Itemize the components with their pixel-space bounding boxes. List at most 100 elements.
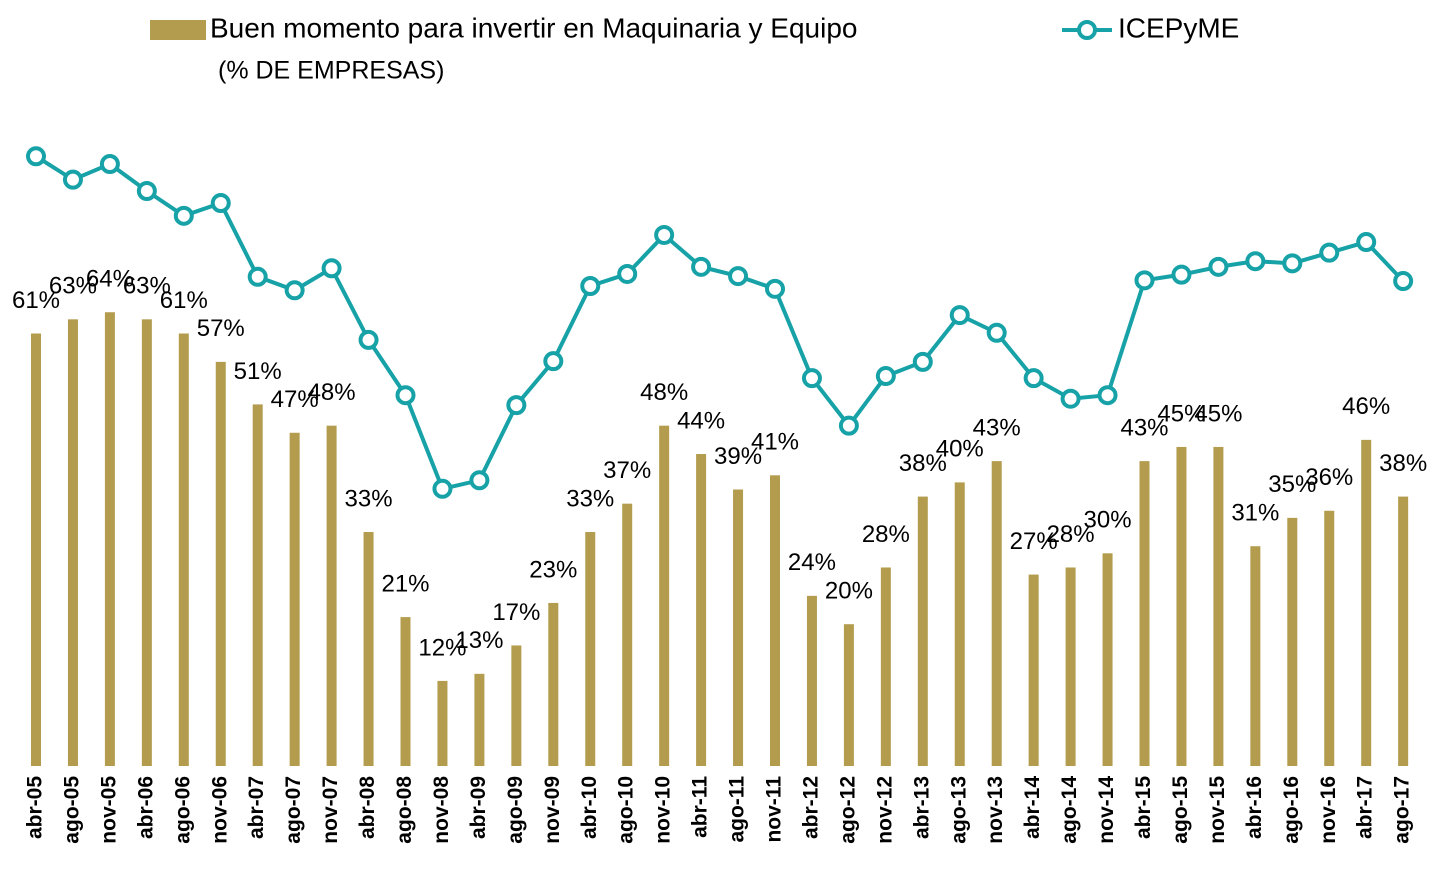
chart-subtitle: (% DE EMPRESAS) xyxy=(218,57,444,85)
data-label: 33% xyxy=(566,485,614,512)
bar xyxy=(511,645,522,766)
legend-label: ICEPyME xyxy=(1118,12,1239,43)
data-label: 13% xyxy=(455,627,503,654)
bar xyxy=(733,489,744,766)
x-tick-label: abr-07 xyxy=(245,776,268,839)
x-tick-label: ago-09 xyxy=(504,776,527,844)
data-label: 35% xyxy=(1268,471,1316,498)
x-tick-label: nov-09 xyxy=(541,776,564,844)
bar xyxy=(1176,446,1187,766)
bar xyxy=(696,454,707,766)
data-label: 40% xyxy=(936,436,984,463)
data-label: 31% xyxy=(1231,500,1279,527)
line-marker xyxy=(1023,368,1044,389)
line-marker xyxy=(506,395,527,416)
bar xyxy=(991,461,1002,766)
line-marker xyxy=(1282,253,1303,274)
bar xyxy=(1398,496,1409,766)
data-label: 20% xyxy=(825,578,873,605)
data-label: 28% xyxy=(1047,521,1095,548)
x-tick-label: abr-16 xyxy=(1243,776,1266,839)
data-label: 30% xyxy=(1084,507,1132,534)
x-tick-label: ago-17 xyxy=(1391,776,1414,844)
x-tick-label: nov-05 xyxy=(97,776,120,844)
x-tick-label: ago-11 xyxy=(726,776,749,843)
line-marker xyxy=(469,470,490,491)
bar xyxy=(363,532,374,766)
line-marker xyxy=(875,366,896,387)
data-label: 57% xyxy=(197,315,245,342)
line-marker xyxy=(358,329,379,350)
x-tick-label: ago-14 xyxy=(1058,776,1081,844)
bar xyxy=(474,673,485,766)
data-label: 45% xyxy=(1194,400,1242,427)
x-tick-label: abr-10 xyxy=(578,776,601,839)
bar xyxy=(252,404,263,766)
legend-swatch xyxy=(1077,20,1097,40)
data-label: 46% xyxy=(1342,393,1390,420)
bar xyxy=(1324,510,1335,766)
data-label: 27% xyxy=(1010,528,1058,555)
line-marker xyxy=(62,169,83,190)
line-marker xyxy=(728,266,749,287)
bar xyxy=(1028,574,1039,766)
bar xyxy=(770,475,780,766)
x-tick-label: nov-16 xyxy=(1317,776,1340,844)
data-label: 33% xyxy=(345,485,393,512)
x-tick-label: ago-15 xyxy=(1169,776,1192,844)
x-tick-label: ago-13 xyxy=(947,776,970,844)
line-marker xyxy=(173,205,194,226)
data-label: 43% xyxy=(1120,414,1168,441)
bar xyxy=(104,312,115,766)
line-marker xyxy=(1097,385,1118,406)
x-tick-label: abr-06 xyxy=(134,776,157,839)
bar xyxy=(1287,517,1298,766)
bar xyxy=(548,602,559,766)
data-label: 21% xyxy=(381,570,429,597)
data-label: 39% xyxy=(714,443,762,470)
data-label: 61% xyxy=(160,287,208,314)
bar xyxy=(1213,446,1224,766)
data-label: 48% xyxy=(308,379,356,406)
data-label: 47% xyxy=(271,386,319,413)
line-marker xyxy=(801,368,822,389)
data-label: 37% xyxy=(603,457,651,484)
x-tick-label: nov-08 xyxy=(430,776,453,844)
data-label: 36% xyxy=(1305,464,1353,491)
data-label: 63% xyxy=(123,273,171,300)
bar xyxy=(215,361,226,766)
x-tick-label: abr-05 xyxy=(24,776,47,839)
data-label: 51% xyxy=(234,358,282,385)
data-label: 23% xyxy=(529,556,577,583)
x-tick-label: ago-12 xyxy=(836,776,859,844)
x-tick-label: nov-07 xyxy=(319,776,342,844)
line-marker xyxy=(1060,388,1081,409)
data-label: 28% xyxy=(862,521,910,548)
data-label: 64% xyxy=(86,266,134,293)
line-marker xyxy=(949,305,970,326)
line-marker xyxy=(1171,264,1192,285)
x-tick-label: abr-14 xyxy=(1021,776,1044,839)
legend-swatch xyxy=(150,20,206,40)
bar xyxy=(289,432,300,766)
x-tick-label: abr-17 xyxy=(1354,776,1377,839)
bar xyxy=(1139,461,1150,766)
bar xyxy=(880,567,891,766)
data-label: 61% xyxy=(12,287,60,314)
x-tick-label: nov-11 xyxy=(763,776,786,843)
x-tick-label: ago-08 xyxy=(393,776,416,844)
data-label: 38% xyxy=(1379,450,1427,477)
line-marker xyxy=(1245,251,1266,272)
bar xyxy=(1065,567,1076,766)
line-marker xyxy=(1134,270,1155,291)
line-marker xyxy=(691,256,712,277)
line-marker xyxy=(617,263,638,284)
x-tick-label: nov-10 xyxy=(652,776,675,844)
bar xyxy=(326,425,337,766)
data-label: 24% xyxy=(788,549,836,576)
bar xyxy=(1102,553,1113,766)
line-marker xyxy=(765,278,785,299)
x-tick-label: nov-06 xyxy=(208,776,231,844)
x-tick-label: abr-15 xyxy=(1132,776,1155,839)
